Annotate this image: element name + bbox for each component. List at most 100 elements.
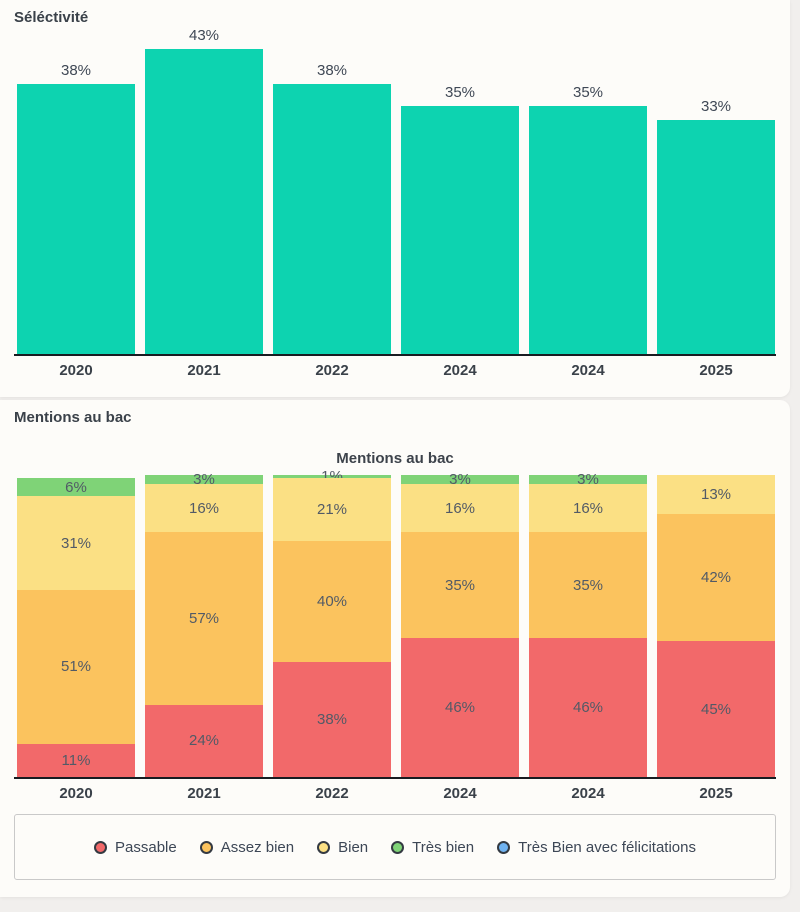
x-axis-label: 2025 [699,785,733,802]
segment-value-label: 57% [188,609,220,627]
segment-assez-bien[interactable]: 35% [529,532,647,639]
segment-tres-bien[interactable]: 3% [145,471,263,489]
selectivity-plot-area: 38% 43% 38% 35% 35% 33% [14,27,776,354]
segment-tres-bien[interactable]: 6% [17,478,135,497]
bar-value-label: 43% [188,26,220,44]
segment-value-label: 45% [700,700,732,718]
segment-bien[interactable]: 21% [273,478,391,542]
x-axis-label: 2022 [315,362,349,379]
selectivity-section-title: Séléctivité [14,9,89,26]
bar-column-2022: 38% [273,62,391,354]
segment-assez-bien[interactable]: 40% [273,541,391,663]
segment-value-label: 16% [444,499,476,517]
bar-column-2025: 33% [657,98,775,354]
segment-value-label: 31% [60,534,92,552]
selectivity-bar-2021[interactable] [145,48,263,354]
mentions-section-title: Mentions au bac [14,409,132,426]
segment-value-label: 11% [61,751,91,769]
segment-assez-bien[interactable]: 57% [145,532,263,705]
bar-value-label: 38% [60,62,92,80]
segment-bien[interactable]: 16% [145,484,263,533]
segment-value-label: 6% [65,478,87,496]
segment-passable[interactable]: 24% [145,704,263,777]
selectivity-x-axis-labels: 2020 2021 2022 2024 2024 2025 [14,362,776,379]
bar-value-label: 33% [700,97,732,115]
segment-assez-bien[interactable]: 42% [657,514,775,642]
legend-item-assez-bien[interactable]: Assez bien [199,838,295,856]
segment-bien[interactable]: 16% [529,484,647,533]
segment-passable[interactable]: 38% [273,662,391,777]
segment-value-label: 3% [193,471,215,489]
segment-passable[interactable]: 46% [529,638,647,777]
stack-column-2022: 1% 21% 40% 38% [273,469,391,777]
legend-label: Bien [338,838,369,856]
stack-column-2021: 3% 16% 57% 24% [145,471,263,777]
segment-value-label: 46% [572,699,604,717]
legend-swatch-tres-bien-avec-felicitations [497,840,511,854]
segment-value-label: 42% [700,569,732,587]
selectivity-bar-chart: 38% 43% 38% 35% 35% 33% 2020 2021 2022 2024 2024 2… [14,27,776,379]
selectivity-bar-2022[interactable] [273,84,391,354]
segment-value-label: 35% [572,576,604,594]
x-axis-label: 2021 [187,785,221,802]
stack-column-2025: 13% 42% 45% [657,475,775,777]
segment-assez-bien[interactable]: 51% [17,589,135,744]
segment-value-label: 21% [316,501,348,519]
legend-swatch-tres-bien [391,840,405,854]
mentions-x-axis-labels: 2020 2021 2022 2024 2024 2025 [14,785,776,802]
segment-value-label: 24% [188,732,220,750]
legend-label: Assez bien [220,838,295,856]
bar-value-label: 35% [444,83,476,101]
stack-column-2024: 3% 16% 35% 46% [529,472,647,777]
segment-value-label: 51% [60,658,92,676]
segment-assez-bien[interactable]: 35% [401,532,519,639]
legend-swatch-bien [317,840,331,854]
selectivity-bar-2020[interactable] [17,84,135,354]
stack-column-2020: 6% 31% 51% 11% [17,478,135,777]
segment-passable[interactable]: 45% [657,641,775,777]
legend-label: Très Bien avec félicitations [518,838,696,856]
bar-column-2024: 35% [529,83,647,354]
legend-item-bien[interactable]: Bien [317,839,368,856]
segment-tres-bien[interactable]: 3% [529,472,647,487]
mentions-card: Mentions au bac Mentions au bac 6% 31% 51%… [0,400,790,897]
segment-value-label: 3% [449,471,471,489]
segment-bien[interactable]: 31% [17,496,135,590]
legend-label: Très bien [412,838,475,856]
x-axis-label: 2020 [59,362,93,379]
segment-passable[interactable]: 46% [401,638,519,777]
bar-value-label: 35% [572,83,604,101]
selectivity-bar-2025[interactable] [657,119,775,354]
segment-passable[interactable]: 11% [17,743,135,777]
x-axis-label: 2025 [699,362,733,379]
bar-column-2021: 43% [145,27,263,354]
legend-item-tres-bien[interactable]: Très bien [391,839,474,856]
x-axis-label: 2022 [315,785,349,802]
x-axis-label: 2021 [187,362,221,379]
stack-column-2024: 3% 16% 35% 46% [401,471,519,777]
selectivity-card: Séléctivité 38% 43% 38% 35% 35% 33% 2020 2021 2… [0,0,790,397]
mentions-plot-area: 6% 31% 51% 11% 3% 16% 57% 24% 1% 21% 40% 38% 3% 16% 35… [14,469,776,777]
segment-bien[interactable]: 13% [657,475,775,515]
x-axis-label: 2024 [443,362,477,379]
legend-label: Passable [115,838,177,856]
segment-value-label: 13% [700,486,732,504]
mentions-x-axis [14,777,776,779]
legend-item-tres-bien-avec-felicitations[interactable]: Très Bien avec félicitations [497,839,696,856]
segment-value-label: 35% [444,576,476,594]
selectivity-bar-2024[interactable] [529,105,647,354]
segment-bien[interactable]: 16% [401,484,519,533]
selectivity-bar-2024[interactable] [401,105,519,354]
legend-item-passable[interactable]: Passable [94,839,177,856]
segment-tres-bien[interactable]: 3% [401,471,519,489]
bar-value-label: 38% [316,62,348,80]
segment-value-label: 40% [316,593,348,611]
legend-swatch-passable [94,840,108,854]
x-axis-label: 2024 [571,785,605,802]
segment-value-label: 16% [572,499,604,517]
legend-swatch-assez-bien [199,840,213,854]
chart-legend: Passable Assez bien Bien Très bien Très Bien… [14,814,776,880]
mentions-chart-title: Mentions au bac [336,450,454,467]
segment-value-label: 46% [444,699,476,717]
selectivity-x-axis [14,354,776,356]
